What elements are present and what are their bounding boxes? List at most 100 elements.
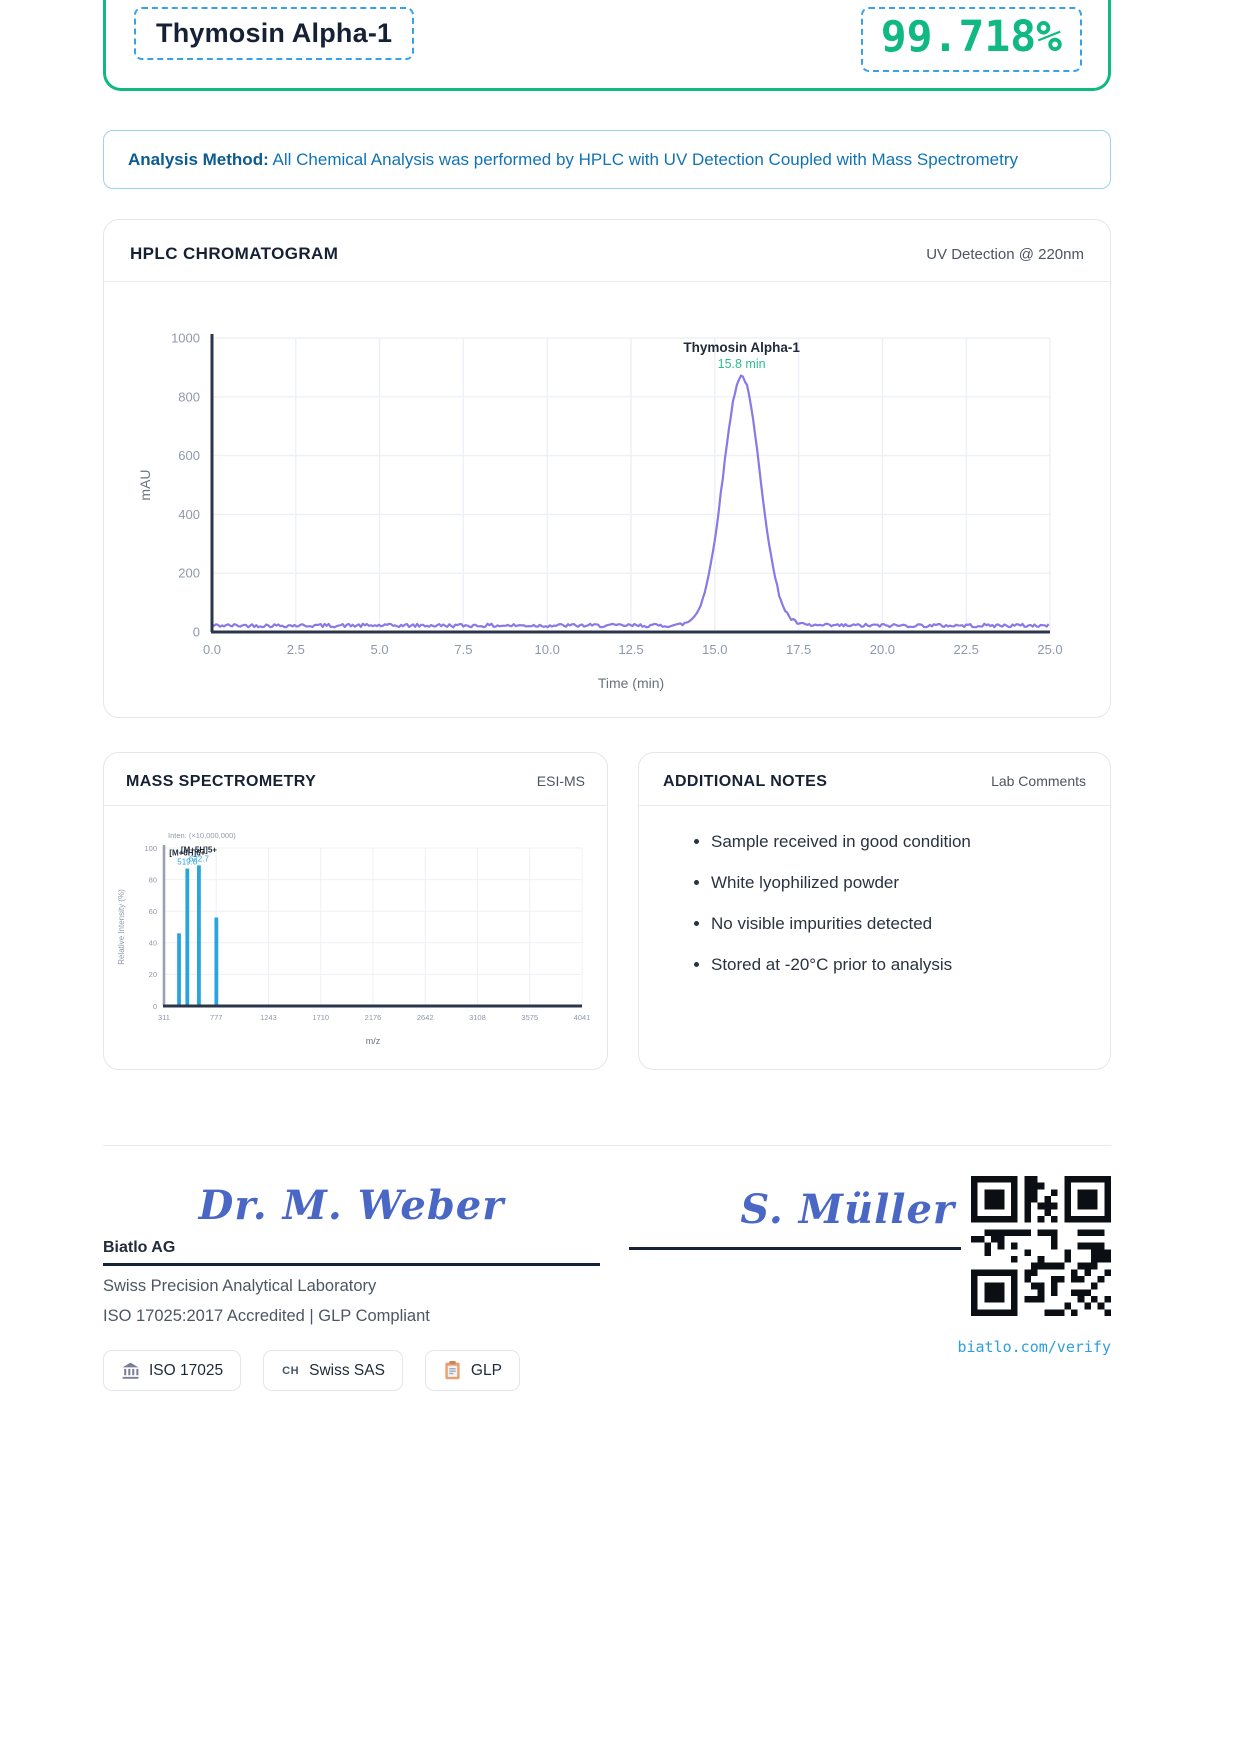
report-page: Thymosin Alpha-1 99.718% Analysis Method… — [103, 0, 1111, 1392]
svg-text:100: 100 — [144, 844, 157, 853]
hplc-chart-wrap: 0 200 400 600 800 1000 0.0 2.5 5.0 7.5 10.0 12.5 15.… — [104, 282, 1110, 717]
svg-text:40: 40 — [149, 939, 157, 948]
notes-title: ADDITIONAL NOTES — [663, 773, 828, 791]
note-item: No visible impurities detected — [711, 914, 1082, 934]
badge-iso-17025: ISO 17025 — [103, 1350, 242, 1392]
header-card: Thymosin Alpha-1 99.718% — [103, 0, 1111, 91]
product-name: Thymosin Alpha-1 — [156, 18, 393, 48]
badge-label: ISO 17025 — [149, 1361, 224, 1379]
notes-card: ADDITIONAL NOTES Lab Comments Sample rec… — [638, 752, 1111, 1071]
svg-text:622.7: 622.7 — [189, 855, 210, 864]
hplc-chromatogram-chart: 0 200 400 600 800 1000 0.0 2.5 5.0 7.5 10.0 12.5 15.… — [137, 331, 1063, 692]
svg-text:777: 777 — [210, 1013, 223, 1022]
svg-text:22.5: 22.5 — [954, 642, 979, 657]
note-item: Stored at -20°C prior to analysis — [711, 955, 1082, 975]
mass-spectrum-chart: [M+6H]6+519.0 [M+5H]5+622.7 Inten. (×10,00… — [117, 831, 591, 1046]
svg-text:m/z: m/z — [366, 1036, 381, 1046]
svg-text:1000: 1000 — [171, 331, 200, 346]
svg-text:2176: 2176 — [365, 1013, 382, 1022]
ms-subtitle: ESI-MS — [536, 773, 585, 790]
ms-card-header: MASS SPECTROMETRY ESI-MS — [104, 753, 607, 807]
badge-label: GLP — [470, 1361, 502, 1379]
svg-text:400: 400 — [178, 507, 200, 522]
analysis-method-label: Analysis Method: — [128, 150, 269, 169]
badge-glp: GLP — [424, 1350, 520, 1392]
hplc-card: HPLC CHROMATOGRAM UV Detection @ 220nm 0… — [103, 219, 1111, 719]
svg-text:0: 0 — [153, 1002, 157, 1011]
footer-left-block: Dr. M. Weber Biatlo AG Swiss Precision A… — [103, 1182, 600, 1392]
svg-text:15.8 min: 15.8 min — [718, 357, 766, 371]
svg-text:200: 200 — [178, 566, 200, 581]
svg-text:5.0: 5.0 — [371, 642, 389, 657]
qr-code — [971, 1176, 1111, 1317]
hplc-card-header: HPLC CHROMATOGRAM UV Detection @ 220nm — [104, 220, 1110, 283]
svg-text:10.0: 10.0 — [535, 642, 560, 657]
badge-swiss-sas: CH Swiss SAS — [263, 1350, 403, 1392]
svg-text:25.0: 25.0 — [1037, 642, 1062, 657]
product-name-box: Thymosin Alpha-1 — [134, 7, 415, 60]
signature-rule-left — [103, 1263, 600, 1267]
footer: Dr. M. Weber Biatlo AG Swiss Precision A… — [103, 1176, 1111, 1392]
svg-text:20: 20 — [149, 970, 157, 979]
verify-link[interactable]: biatlo.com/verify — [957, 1338, 1111, 1357]
svg-text:Time (min): Time (min) — [598, 675, 664, 691]
svg-text:519.0: 519.0 — [177, 858, 198, 867]
company-description: Swiss Precision Analytical Laboratory — [103, 1277, 377, 1296]
bank-icon — [121, 1361, 140, 1381]
analysis-method-box: Analysis Method: All Chemical Analysis w… — [103, 130, 1111, 190]
right-signature-col: S. Müller — [629, 1182, 961, 1316]
svg-text:311: 311 — [158, 1013, 170, 1022]
analysis-method-text: All Chemical Analysis was performed by H… — [268, 150, 1018, 169]
notes-subtitle: Lab Comments — [991, 773, 1086, 790]
clipboard-icon — [443, 1361, 462, 1380]
svg-text:800: 800 — [178, 389, 200, 404]
badge-label: Swiss SAS — [309, 1361, 385, 1379]
purity-box: 99.718% — [860, 7, 1082, 73]
svg-text:2.5: 2.5 — [287, 642, 305, 657]
ms-card: MASS SPECTROMETRY ESI-MS [M+6H]6+ 519.0 [M… — [103, 752, 608, 1071]
svg-text:Relative Intensity (%): Relative Intensity (%) — [117, 889, 126, 965]
svg-text:mAU: mAU — [137, 470, 153, 501]
svg-text:[M+5H]5+: [M+5H]5+ — [181, 846, 217, 855]
svg-text:600: 600 — [178, 448, 200, 463]
company-name: Biatlo AG — [103, 1239, 176, 1257]
signature-rule-right — [629, 1247, 961, 1251]
svg-text:12.5: 12.5 — [618, 642, 643, 657]
svg-text:1710: 1710 — [312, 1013, 329, 1022]
svg-text:3108: 3108 — [469, 1013, 486, 1022]
footer-right-block: S. Müller biatlo.com/verify — [629, 1176, 1111, 1391]
svg-text:15.0: 15.0 — [702, 642, 727, 657]
hplc-title: HPLC CHROMATOGRAM — [130, 244, 339, 264]
accreditation-line: ISO 17025:2017 Accredited | GLP Complian… — [103, 1307, 430, 1326]
svg-text:7.5: 7.5 — [454, 642, 472, 657]
badge-row: ISO 17025 CH Swiss SAS GLP — [103, 1350, 600, 1392]
svg-text:80: 80 — [149, 876, 157, 885]
ms-chart-wrap: [M+6H]6+ 519.0 [M+5H]5+ 622.7 Inten. (×10,00… — [104, 806, 607, 1069]
footer-divider — [103, 1145, 1111, 1147]
right-signature-row: S. Müller — [629, 1176, 1111, 1317]
svg-text:20.0: 20.0 — [870, 642, 895, 657]
analyst-signature: Dr. M. Weber — [198, 1182, 505, 1230]
notes-card-header: ADDITIONAL NOTES Lab Comments — [639, 753, 1110, 807]
svg-text:60: 60 — [149, 907, 157, 916]
svg-text:0: 0 — [193, 625, 200, 640]
svg-text:Inten. (×10,000,000): Inten. (×10,000,000) — [168, 831, 236, 840]
ms-title: MASS SPECTROMETRY — [126, 773, 317, 791]
note-item: Sample received in good condition — [711, 832, 1082, 852]
reviewer-signature: S. Müller — [740, 1186, 955, 1234]
svg-text:4041: 4041 — [574, 1013, 591, 1022]
svg-text:1243: 1243 — [260, 1013, 277, 1022]
purity-value: 99.718% — [880, 12, 1062, 62]
notes-body: Sample received in good condition White l… — [639, 806, 1110, 1005]
note-item: White lyophilized powder — [711, 873, 1082, 893]
lower-cards-row: MASS SPECTROMETRY ESI-MS [M+6H]6+ 519.0 [M… — [103, 752, 1111, 1071]
svg-text:0.0: 0.0 — [203, 642, 221, 657]
svg-text:Thymosin Alpha-1: Thymosin Alpha-1 — [683, 340, 800, 355]
svg-text:17.5: 17.5 — [786, 642, 811, 657]
hplc-subtitle: UV Detection @ 220nm — [926, 246, 1084, 264]
svg-text:[M+6H]6+: [M+6H]6+ — [169, 849, 205, 858]
ch-icon: CH — [282, 1364, 300, 1377]
notes-list: Sample received in good condition White l… — [667, 832, 1082, 975]
svg-text:3575: 3575 — [521, 1013, 538, 1022]
svg-text:2642: 2642 — [417, 1013, 434, 1022]
